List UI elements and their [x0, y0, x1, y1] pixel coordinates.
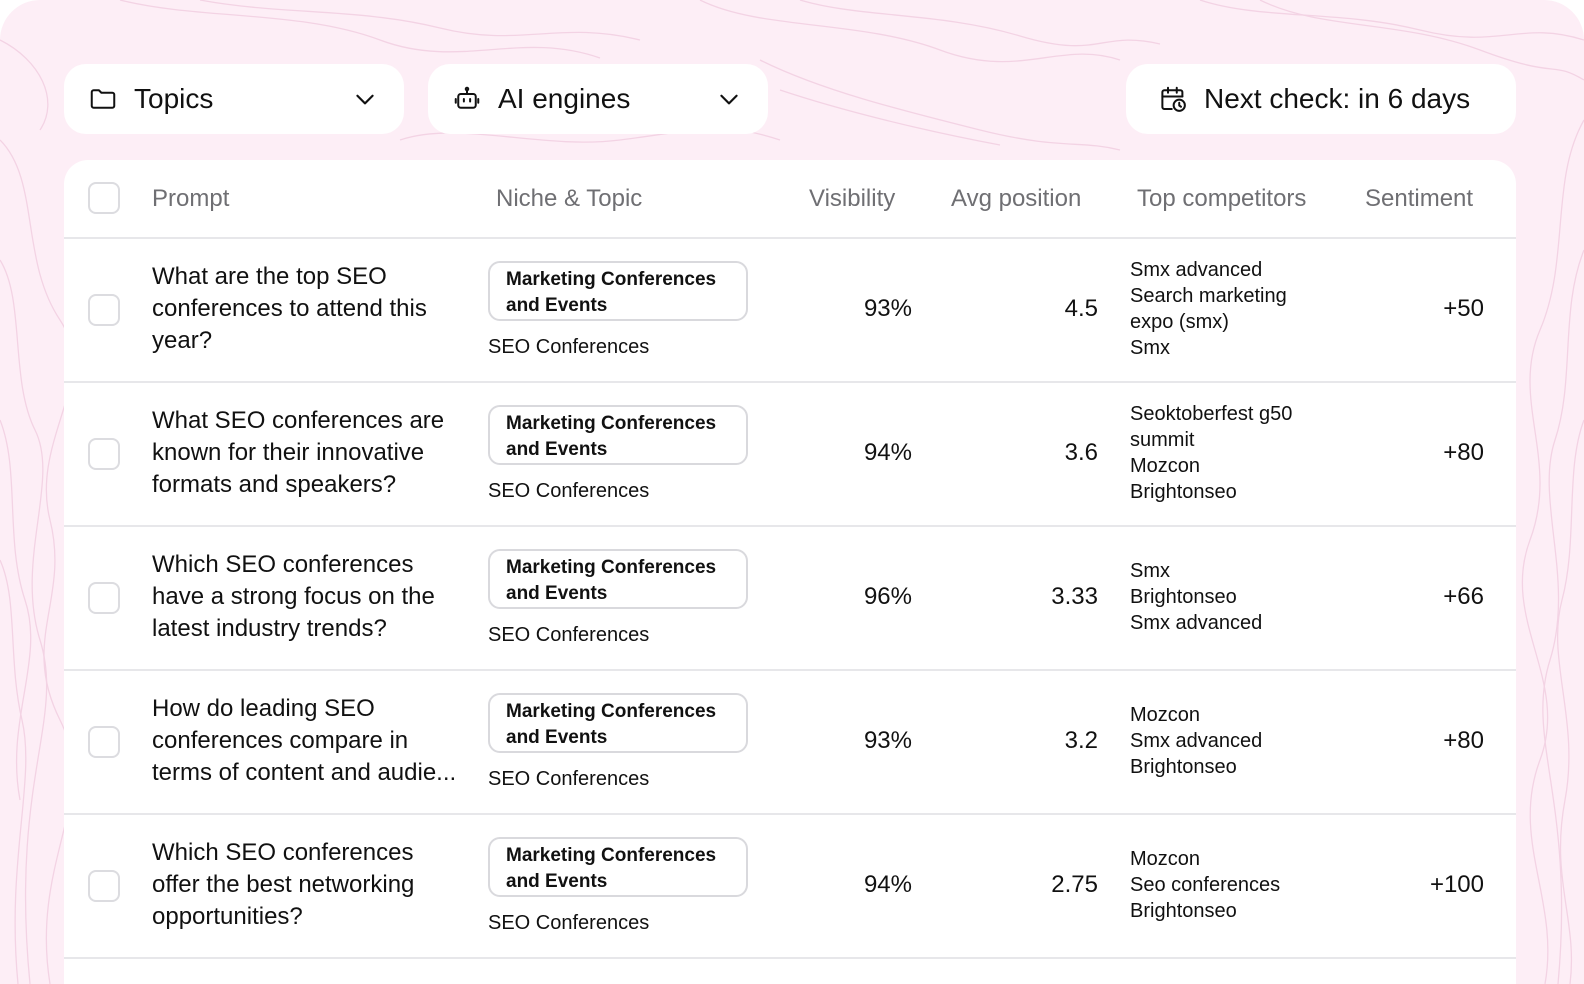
sentiment-value: +50: [1443, 295, 1484, 322]
row-checkbox[interactable]: [88, 294, 120, 326]
competitors-list: Mozcon Smx advanced Brightonseo: [1130, 704, 1263, 778]
calendar-clock-icon: [1158, 84, 1188, 114]
competitors-list: Smx advanced Search marketing expo (smx)…: [1130, 259, 1287, 359]
row-checkbox[interactable]: [88, 582, 120, 614]
sentiment-value: +80: [1443, 727, 1484, 754]
table-row[interactable]: Which SEO conferences offer the best net…: [64, 815, 1516, 959]
avg-position-value: 3.33: [1051, 583, 1098, 610]
prompt-text: What SEO conferences are known for their…: [152, 407, 445, 498]
table-row[interactable]: Which SEO conferences have a strong focu…: [64, 527, 1516, 671]
prompt-text: What are the top SEO conferences to atte…: [152, 263, 427, 354]
competitors-list: Mozcon Seo conferences Brightonseo: [1130, 848, 1281, 922]
visibility-value: 93%: [863, 295, 912, 322]
prompt-text: How do leading SEO conferences compare i…: [152, 695, 457, 786]
ai-engines-dropdown-label: AI engines: [498, 83, 631, 114]
niche-badge: Marketing Conferences and Events: [488, 837, 748, 897]
table-row[interactable]: What are the top SEO conferences to atte…: [64, 239, 1516, 383]
column-header-prompt[interactable]: Prompt: [152, 185, 230, 212]
sentiment-value: +100: [1429, 871, 1484, 898]
competitors-list: Smx Brightonseo Smx advanced: [1130, 560, 1263, 634]
table-row[interactable]: What SEO conferences are known for their…: [64, 383, 1516, 527]
row-checkbox[interactable]: [88, 438, 120, 470]
column-header-top-competitors[interactable]: Top competitors: [1137, 185, 1307, 212]
visibility-value: 93%: [863, 727, 912, 754]
topics-dropdown-label: Topics: [134, 83, 214, 114]
visibility-value: 94%: [863, 871, 912, 898]
sentiment-value: +80: [1443, 439, 1484, 466]
table-header: Prompt Niche & Topic Visibility Avg posi…: [64, 160, 1516, 239]
avg-position-value: 4.5: [1064, 295, 1098, 322]
niche-badge: Marketing Conferences and Events: [488, 261, 748, 321]
niche-badge: Marketing Conferences and Events: [488, 549, 748, 609]
topic-label: SEO Conferences: [488, 336, 650, 358]
competitors-list: Seoktoberfest g50 summit Mozcon Brighton…: [1130, 403, 1293, 503]
avg-position-value: 3.6: [1064, 439, 1098, 466]
topic-label: SEO Conferences: [488, 912, 650, 934]
row-checkbox[interactable]: [88, 726, 120, 758]
topic-label: SEO Conferences: [488, 480, 650, 502]
chevron-down-icon: [716, 86, 742, 112]
robot-icon: [452, 84, 482, 114]
next-check-label: Next check: in 6 days: [1204, 83, 1471, 114]
prompt-text: Which SEO conferences offer the best net…: [152, 839, 415, 930]
table-row[interactable]: How do leading SEO conferences compare i…: [64, 671, 1516, 815]
avg-position-value: 2.75: [1051, 871, 1098, 898]
chevron-down-icon: [352, 86, 378, 112]
prompt-text: Which SEO conferences have a strong focu…: [152, 551, 435, 642]
visibility-value: 94%: [863, 439, 912, 466]
select-all-checkbox[interactable]: [88, 182, 120, 214]
next-check-button[interactable]: Next check: in 6 days: [1126, 64, 1516, 134]
ai-engines-dropdown[interactable]: AI engines: [428, 64, 768, 134]
topics-dropdown[interactable]: Topics: [64, 64, 404, 134]
column-header-niche-topic[interactable]: Niche & Topic: [496, 185, 643, 212]
row-checkbox[interactable]: [88, 870, 120, 902]
column-header-avg-position[interactable]: Avg position: [951, 185, 1082, 212]
folder-icon: [88, 84, 118, 114]
niche-badge: Marketing Conferences and Events: [488, 405, 748, 465]
avg-position-value: 3.2: [1064, 727, 1098, 754]
sentiment-value: +66: [1443, 583, 1484, 610]
topic-label: SEO Conferences: [488, 768, 650, 790]
column-header-visibility[interactable]: Visibility: [809, 185, 896, 212]
visibility-value: 96%: [863, 583, 912, 610]
niche-badge: Marketing Conferences and Events: [488, 693, 748, 753]
topic-label: SEO Conferences: [488, 624, 650, 646]
column-header-sentiment[interactable]: Sentiment: [1365, 185, 1474, 212]
prompts-table: Prompt Niche & Topic Visibility Avg posi…: [64, 160, 1516, 984]
